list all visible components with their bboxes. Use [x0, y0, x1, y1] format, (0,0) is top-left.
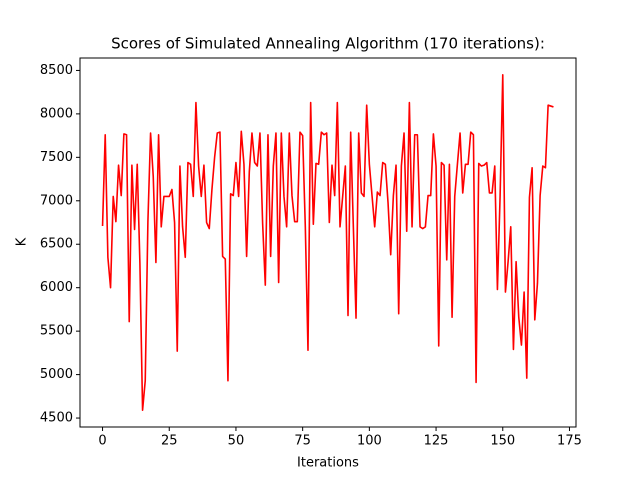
data-line	[101, 73, 554, 412]
x-axis-label: Iterations	[297, 456, 359, 471]
x-tick-label: 25	[161, 434, 178, 449]
x-tick-label: 100	[357, 434, 382, 449]
x-tick-label: 150	[490, 434, 515, 449]
x-tick-label: 125	[424, 434, 449, 449]
y-axis-label: K	[15, 237, 30, 246]
y-tick-label: 6500	[40, 237, 73, 252]
y-tick-label: 8500	[40, 63, 73, 78]
y-tick-label: 6000	[40, 280, 73, 295]
y-tick-label: 7500	[40, 150, 73, 165]
plot-frame	[79, 57, 577, 428]
y-tick-label: 7000	[40, 193, 73, 208]
y-tick-label: 8000	[40, 106, 73, 121]
y-tick-label: 5000	[40, 367, 73, 382]
chart-title: Scores of Simulated Annealing Algorithm …	[111, 35, 545, 53]
x-tick-label: 175	[557, 434, 582, 449]
x-tick-label: 50	[228, 434, 245, 449]
y-tick-label: 4500	[40, 411, 73, 426]
y-tick-label: 5500	[40, 324, 73, 339]
x-tick-label: 75	[294, 434, 311, 449]
x-tick-label: 0	[98, 434, 106, 449]
